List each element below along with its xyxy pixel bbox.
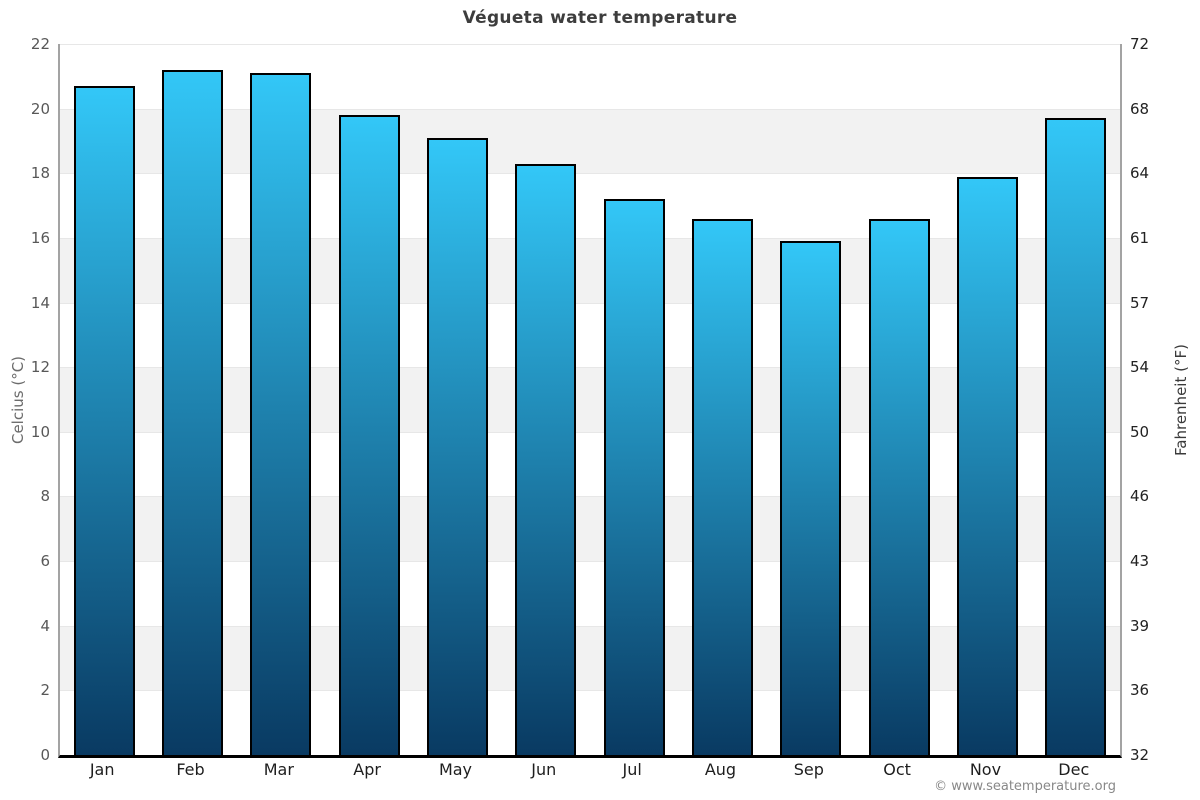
x-tick-sep: Sep <box>793 760 824 779</box>
bar-aug <box>691 218 753 755</box>
grid-band-2-0 <box>60 690 1120 755</box>
x-tick-aug: Aug <box>704 760 737 779</box>
x-tick-jan: Jan <box>89 760 115 779</box>
y-tick-celsius-2: 2 <box>40 681 50 700</box>
x-tick-mar: Mar <box>263 760 294 779</box>
y-tick-celsius-0: 0 <box>40 746 50 764</box>
y-tick-fahrenheit-32: 32 <box>1130 746 1150 764</box>
x-tick-feb: Feb <box>176 760 205 779</box>
bars-row <box>60 44 1120 755</box>
bar-dec <box>1045 118 1107 755</box>
bar-sep <box>780 241 842 755</box>
y-tick-fahrenheit-39: 39 <box>1130 616 1150 635</box>
y-tick-celsius-18: 18 <box>30 164 50 183</box>
plot-area <box>58 44 1122 758</box>
y-tick-fahrenheit-50: 50 <box>1130 422 1150 441</box>
x-tick-nov: Nov <box>969 760 1002 779</box>
grid-band-4-2 <box>60 625 1120 691</box>
bar-feb <box>161 69 223 755</box>
grid-band-6-4 <box>60 561 1120 626</box>
y-axis-ticks-celsius: 22 20 18 16 14 12 10 8 6 4 2 0 <box>0 35 50 764</box>
bar-jan <box>73 86 135 755</box>
grid-band-8-6 <box>60 496 1120 562</box>
y-tick-fahrenheit-36: 36 <box>1130 681 1150 700</box>
y-tick-celsius-20: 20 <box>30 99 50 118</box>
bar-oct <box>868 218 930 755</box>
y-tick-fahrenheit-72: 72 <box>1130 35 1150 53</box>
grid-band-18-16 <box>60 173 1120 238</box>
bar-mar <box>250 73 312 755</box>
y-axis-title-fahrenheit: Fahrenheit (°F) <box>1172 344 1190 456</box>
bar-nov <box>956 176 1018 755</box>
x-tick-dec: Dec <box>1058 760 1090 779</box>
bar-jun <box>515 163 577 755</box>
bar-may <box>426 137 488 755</box>
copyright-text: © www.seatemperature.org <box>934 779 1116 794</box>
y-tick-celsius-16: 16 <box>30 228 50 247</box>
bar-apr <box>338 115 400 755</box>
chart-title: Végueta water temperature <box>462 8 738 28</box>
y-tick-celsius-22: 22 <box>30 35 50 53</box>
x-tick-jun: Jun <box>531 760 557 779</box>
y-tick-fahrenheit-68: 68 <box>1130 99 1150 118</box>
y-tick-celsius-12: 12 <box>30 358 50 377</box>
y-tick-fahrenheit-54: 54 <box>1130 358 1150 377</box>
x-tick-apr: Apr <box>353 760 381 779</box>
y-axis-title-celsius: Celcius (°C) <box>9 355 27 445</box>
grid-band-14-12 <box>60 302 1120 368</box>
y-tick-fahrenheit-43: 43 <box>1130 552 1150 571</box>
x-tick-oct: Oct <box>883 760 911 779</box>
y-tick-fahrenheit-46: 46 <box>1130 487 1150 506</box>
y-tick-fahrenheit-61: 61 <box>1130 228 1150 247</box>
grid-band-16-14 <box>60 237 1120 303</box>
grid-band-12-10 <box>60 367 1120 432</box>
y-axis-ticks-fahrenheit: 72 68 64 61 57 54 50 46 43 39 36 32 <box>1130 35 1190 764</box>
bar-jul <box>603 199 665 755</box>
grid-band-20-18 <box>60 108 1120 174</box>
grid-band-10-8 <box>60 431 1120 497</box>
grid-band-22-20 <box>60 44 1120 109</box>
y-tick-fahrenheit-64: 64 <box>1130 164 1150 183</box>
y-tick-celsius-6: 6 <box>40 552 50 571</box>
y-tick-celsius-8: 8 <box>40 487 50 506</box>
x-tick-jul: Jul <box>622 760 642 779</box>
y-tick-fahrenheit-57: 57 <box>1130 293 1150 312</box>
x-axis-month-labels: Jan Feb Mar Apr May Jun Jul Aug Sep Oct Nov Dec <box>58 760 1118 779</box>
x-tick-may: May <box>438 760 473 779</box>
y-tick-celsius-4: 4 <box>40 616 50 635</box>
y-tick-celsius-14: 14 <box>30 293 50 312</box>
y-tick-celsius-10: 10 <box>30 422 50 441</box>
